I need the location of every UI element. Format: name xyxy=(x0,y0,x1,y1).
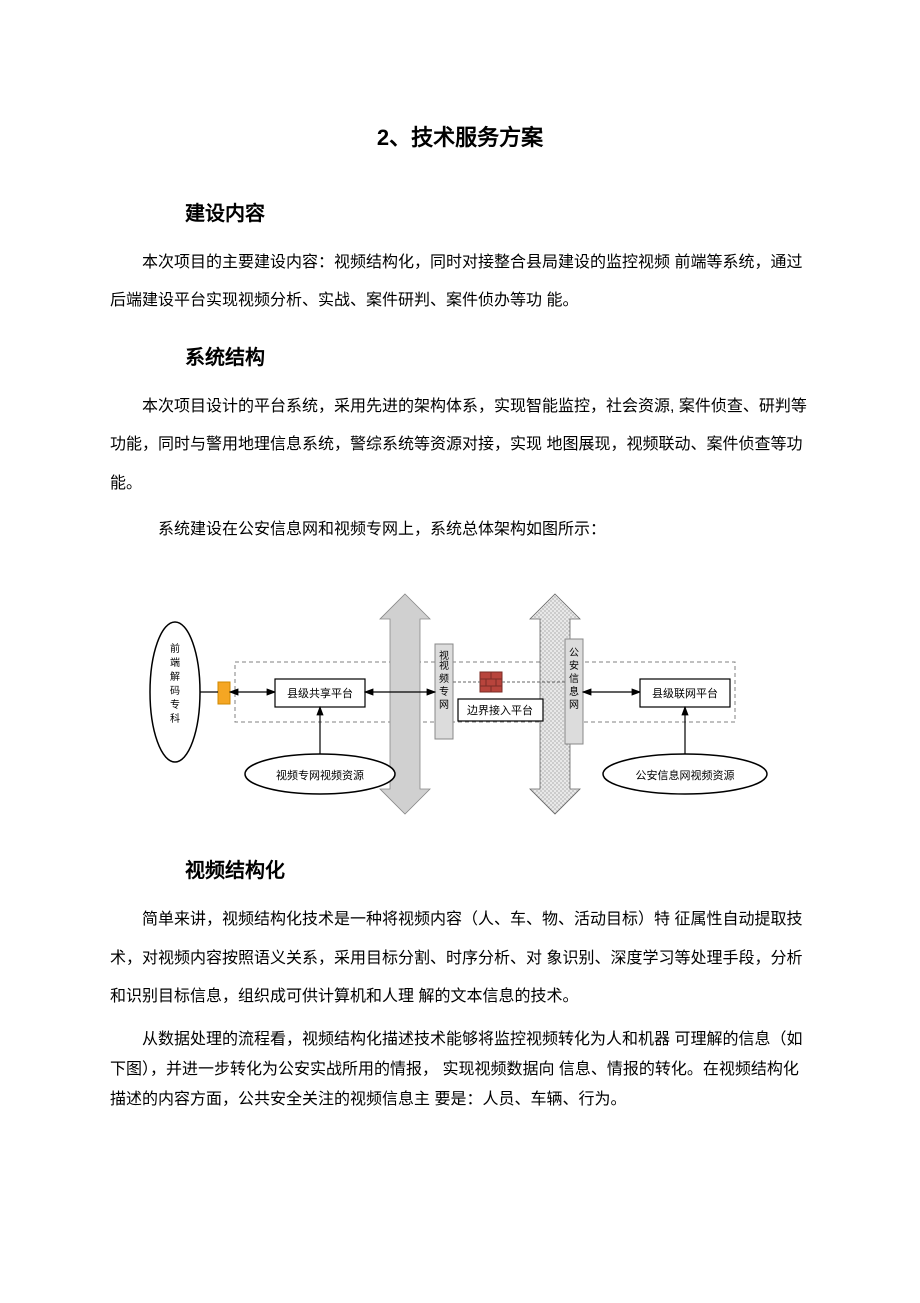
left-ellipse-ch6: 科 xyxy=(170,712,180,725)
heading-system-structure: 系统结构 xyxy=(185,341,810,370)
vbar2-ch4: 息 xyxy=(569,685,579,698)
vbar1-ch3: 专 xyxy=(439,685,449,698)
paragraph-s1-p1: 本次项目的主要建设内容：视频结构化，同时对接整合县局建设的监控视频 前端等系统，… xyxy=(110,244,810,321)
vbar2-ch3: 信 xyxy=(569,673,579,685)
vbar1-ch4: 网 xyxy=(439,699,449,711)
box-county-share-platform-label: 县级共享平台 xyxy=(287,686,353,700)
left-ellipse-ch4: 码 xyxy=(170,685,180,697)
vbar2-ch1: 公 xyxy=(569,648,579,659)
vbar2-ch5: 网 xyxy=(569,699,579,711)
architecture-diagram: 视 视 频 专 网 公 安 信 息 网 前 端 解 码 专 科 县级共享平台 xyxy=(110,574,810,834)
box-county-link-platform-label: 县级联网平台 xyxy=(652,686,718,700)
box-boundary-access-label: 边界接入平台 xyxy=(467,703,533,717)
vbar1-ch1: 视 xyxy=(439,659,449,672)
paragraph-s2-p1: 本次项目设计的平台系统，采用先进的架构体系，实现智能监控，社会资源, 案件侦查、… xyxy=(110,388,810,503)
ellipse-video-resource-label: 视频专网视频资源 xyxy=(276,768,364,782)
paragraph-s3-p2: 从数据处理的流程看，视频结构化描述技术能够将监控视频转化为人和机器 可理解的信息… xyxy=(110,1025,810,1116)
vbar1-ch2: 频 xyxy=(439,672,449,685)
document-title: 2、技术服务方案 xyxy=(110,120,810,152)
vbar2-ch2: 安 xyxy=(569,659,579,672)
heading-video-structuring: 视频结构化 xyxy=(185,854,810,883)
orange-connector xyxy=(218,682,230,704)
left-ellipse-ch2: 端 xyxy=(170,656,180,669)
left-ellipse-ch5: 专 xyxy=(170,698,180,711)
paragraph-s3-p1: 简单来讲，视频结构化技术是一种将视频内容（人、车、物、活动目标）特 征属性自动提… xyxy=(110,901,810,1016)
ellipse-police-resource-label: 公安信息网视频资源 xyxy=(636,768,735,782)
left-ellipse-ch1: 前 xyxy=(170,642,180,655)
heading-construction-content: 建设内容 xyxy=(185,197,810,226)
firewall-icon xyxy=(480,672,502,692)
left-ellipse-ch3: 解 xyxy=(170,670,180,683)
paragraph-s2-p2: 系统建设在公安信息网和视频专网上，系统总体架构如图所示： xyxy=(158,511,810,549)
